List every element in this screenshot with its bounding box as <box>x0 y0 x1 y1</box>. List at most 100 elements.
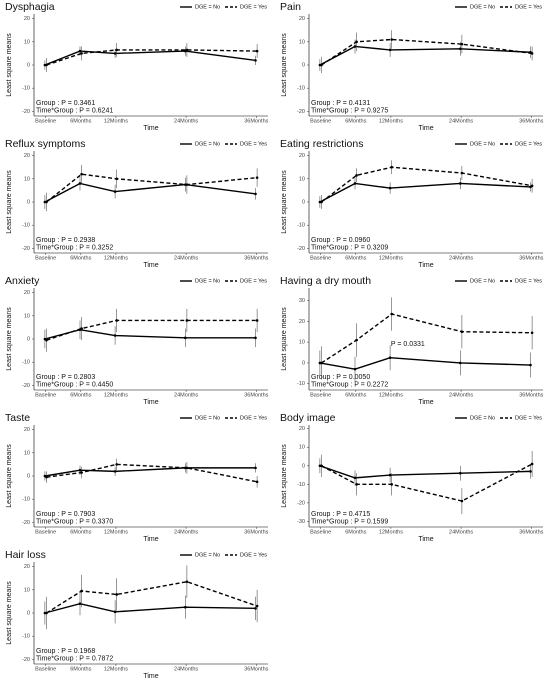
point <box>460 499 464 503</box>
y-tick-label: 20 <box>24 290 30 296</box>
y-tick-label: -10 <box>22 634 30 640</box>
legend-label: DGE = No <box>195 415 220 421</box>
annotation: Group : P = 0.0050 <box>311 374 370 381</box>
point <box>45 63 48 67</box>
point <box>530 462 534 466</box>
y-tick-label: -20 <box>22 246 30 252</box>
point <box>185 580 189 584</box>
y-tick-label: 20 <box>299 16 305 22</box>
y-tick-label: -10 <box>22 86 30 92</box>
point <box>115 48 118 52</box>
x-tick-label: 36Months <box>519 529 543 535</box>
point <box>184 605 187 609</box>
panel: Having a dry mouth Least square means Time… <box>280 275 544 406</box>
legend-label: DGE = No <box>470 415 495 421</box>
x-tick-label: 36Months <box>519 118 543 124</box>
legend-label: DGE = Yes <box>515 4 542 10</box>
point <box>113 470 117 473</box>
point <box>255 49 259 53</box>
y-tick-label: 20 <box>24 16 30 22</box>
y-tick-label: 0 <box>27 336 30 342</box>
point <box>115 463 118 466</box>
legend-label: DGE = Yes <box>240 141 267 147</box>
legend-label: DGE = No <box>470 4 495 10</box>
annotation: Time*Group : P = 0.1599 <box>311 518 388 525</box>
series-line <box>319 465 531 479</box>
point <box>459 182 462 185</box>
x-tick-label: 6Months <box>70 529 91 535</box>
point <box>80 471 83 474</box>
point <box>460 171 464 175</box>
panel: Eating restrictions Least square means Tim… <box>280 138 544 269</box>
x-tick-label: 24Months <box>174 392 198 398</box>
x-axis-label: Time <box>143 262 158 269</box>
x-tick-label: 24Months <box>449 392 473 398</box>
x-tick-label: 12Months <box>104 255 128 261</box>
series-line <box>44 50 256 66</box>
y-tick-label: -10 <box>22 497 30 503</box>
x-tick-label: Baseline <box>310 529 331 535</box>
y-tick-label: 0 <box>302 360 305 366</box>
y-tick-label: 20 <box>299 426 305 432</box>
annotation: Time*Group : P = 0.3252 <box>36 244 113 251</box>
point <box>254 336 257 340</box>
x-tick-label: 12Months <box>379 392 403 398</box>
panel: Hair loss Least square means Time -20 -10 0 10… <box>5 549 269 680</box>
series-line <box>44 603 256 614</box>
annotation: Group : P = 0.0960 <box>311 237 370 244</box>
y-tick-label: 0 <box>27 199 30 205</box>
x-tick-label: 36Months <box>244 118 268 124</box>
annotation: Time*Group : P = 0.9275 <box>311 107 388 114</box>
x-axis-label: Time <box>418 399 433 406</box>
legend-label: DGE = Yes <box>240 552 267 558</box>
panel: Body image Least square means Time -30 -20 -1… <box>280 412 544 543</box>
x-tick-label: Baseline <box>310 255 331 261</box>
panel: Pain Least square means Time -20 -10 0 10 20 Bas… <box>280 1 544 132</box>
x-tick-label: 36Months <box>244 529 268 535</box>
point <box>530 331 534 335</box>
point <box>78 602 82 606</box>
y-axis-label: Least square means <box>281 170 288 234</box>
legend-label: DGE = Yes <box>240 278 267 284</box>
point <box>355 483 358 486</box>
x-axis-label: Time <box>418 536 433 543</box>
point <box>353 476 357 480</box>
series-line <box>319 357 531 370</box>
y-axis-label: Least square means <box>281 444 288 508</box>
point <box>355 174 358 177</box>
y-tick-label: 20 <box>299 153 305 159</box>
x-axis-label: Time <box>143 536 158 543</box>
x-axis-label: Time <box>418 125 433 132</box>
point <box>45 475 48 479</box>
y-tick-label: -30 <box>297 519 305 525</box>
series-line <box>46 463 258 483</box>
x-tick-label: 12Months <box>104 666 128 672</box>
y-tick-label: 10 <box>299 176 305 182</box>
x-tick-label: 12Months <box>379 529 403 535</box>
y-tick-label: -10 <box>297 381 305 387</box>
legend-label: DGE = Yes <box>515 278 542 284</box>
point <box>80 172 83 176</box>
x-tick-label: Baseline <box>310 392 331 398</box>
legend-label: DGE = No <box>470 278 495 284</box>
x-tick-label: 6Months <box>70 255 91 261</box>
point <box>45 338 48 342</box>
x-tick-label: Baseline <box>35 255 56 261</box>
point <box>78 182 82 185</box>
legend-label: DGE = No <box>195 278 220 284</box>
annotation: Time*Group : P = 0.7872 <box>36 655 113 662</box>
x-tick-label: 24Months <box>174 255 198 261</box>
point <box>390 312 394 316</box>
legend-label: DGE = No <box>195 141 220 147</box>
x-tick-label: 6Months <box>345 118 366 124</box>
x-tick-label: Baseline <box>35 529 56 535</box>
y-tick-label: 10 <box>24 313 30 319</box>
series-line <box>319 182 531 203</box>
y-tick-label: -20 <box>22 109 30 115</box>
annotation: Group : P = 0.1968 <box>36 648 95 655</box>
y-tick-label: -20 <box>22 520 30 526</box>
legend-label: DGE = Yes <box>240 415 267 421</box>
point <box>320 464 323 468</box>
point <box>45 611 48 615</box>
legend-label: DGE = No <box>195 552 220 558</box>
